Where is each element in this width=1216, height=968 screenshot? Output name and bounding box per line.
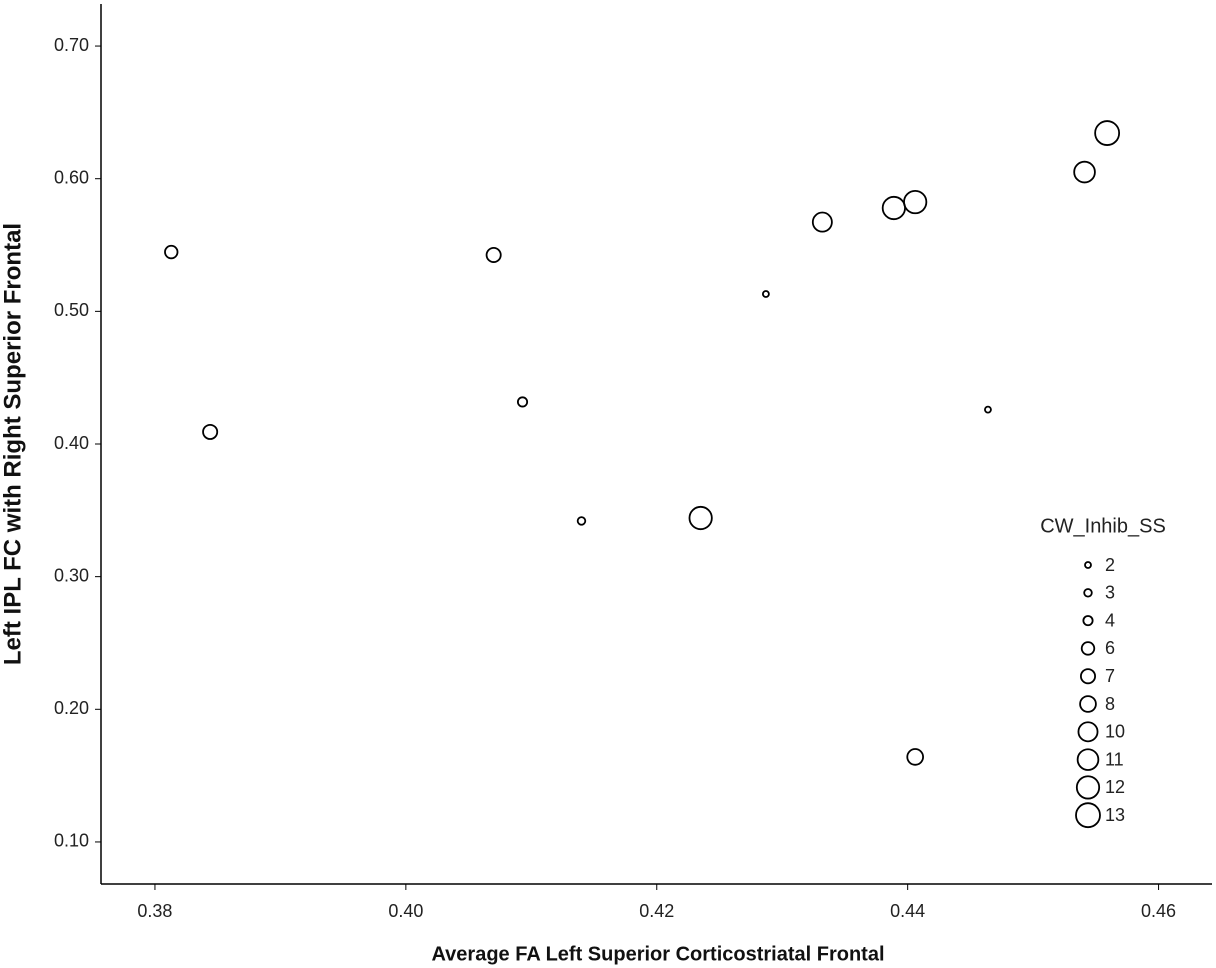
bubble xyxy=(164,244,179,260)
legend-marker xyxy=(1083,588,1093,598)
bubble xyxy=(688,505,713,531)
x-tick-label: 0.38 xyxy=(137,901,172,921)
legend-marker xyxy=(1077,721,1099,743)
legend-label: 4 xyxy=(1105,610,1115,630)
legend-marker xyxy=(1075,775,1101,800)
legend-marker xyxy=(1075,802,1101,829)
y-tick-label: 0.20 xyxy=(54,698,89,718)
legend-marker xyxy=(1079,695,1097,713)
bubble xyxy=(761,290,770,298)
bubble xyxy=(576,516,587,526)
bubble xyxy=(906,748,924,766)
legend-marker xyxy=(1080,668,1096,685)
legend-title: CW_Inhib_SS xyxy=(1040,515,1166,537)
bubble xyxy=(984,405,992,414)
bubble xyxy=(485,246,502,263)
y-tick-label: 0.10 xyxy=(54,831,89,851)
y-tick-label: 0.70 xyxy=(54,35,89,55)
bubble xyxy=(1073,160,1096,184)
legend-label: 6 xyxy=(1105,638,1115,658)
legend-label: 12 xyxy=(1105,777,1125,797)
x-tick-label: 0.46 xyxy=(1141,901,1176,921)
bubble xyxy=(1094,120,1121,146)
legend-marker xyxy=(1084,561,1092,569)
y-tick-label: 0.40 xyxy=(54,433,89,453)
bubble xyxy=(811,211,833,233)
x-axis-label: Average FA Left Superior Corticostriatal… xyxy=(431,943,884,965)
bubble xyxy=(202,423,219,440)
legend-label: 13 xyxy=(1105,805,1125,825)
legend-marker xyxy=(1076,748,1100,771)
legend-label: 2 xyxy=(1105,555,1115,575)
bubble xyxy=(903,189,928,215)
legend-label: 3 xyxy=(1105,583,1115,603)
x-tick-label: 0.42 xyxy=(639,901,674,921)
x-tick-label: 0.44 xyxy=(890,901,925,921)
legend-marker xyxy=(1080,641,1096,656)
legend-label: 8 xyxy=(1105,694,1115,714)
legend-label: 10 xyxy=(1105,722,1125,742)
legend-label: 11 xyxy=(1105,749,1124,769)
bubble xyxy=(516,396,529,408)
y-tick-label: 0.50 xyxy=(54,300,89,320)
y-tick-label: 0.30 xyxy=(54,565,89,585)
legend-marker xyxy=(1082,615,1094,627)
legend-label: 7 xyxy=(1105,666,1115,686)
y-tick-label: 0.60 xyxy=(54,167,89,187)
x-tick-label: 0.40 xyxy=(388,901,423,921)
y-axis-label: Left IPL FC with Right Superior Frontal xyxy=(0,223,26,665)
